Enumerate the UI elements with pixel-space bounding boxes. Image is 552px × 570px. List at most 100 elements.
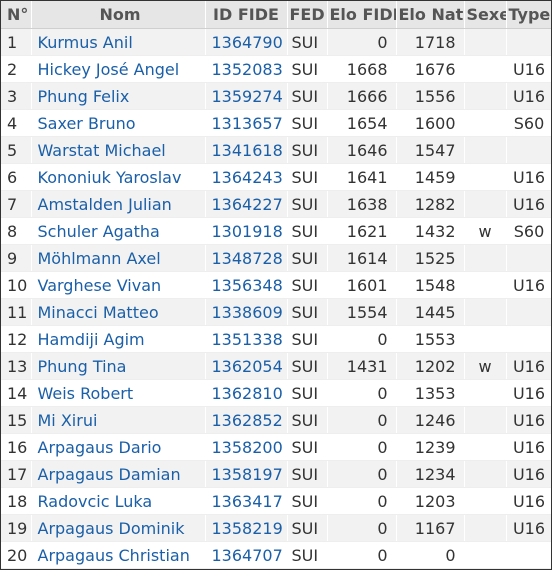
cell-fide-id[interactable]: 1364790 <box>205 28 288 56</box>
col-header-elo-nat[interactable]: Elo Nat. <box>396 1 465 29</box>
cell-fide-id-link[interactable]: 1363417 <box>211 491 283 511</box>
cell-player-name-link[interactable]: Radovcic Luka <box>37 491 153 511</box>
col-header-elo-fide[interactable]: Elo FIDE <box>327 1 397 29</box>
cell-fide-id[interactable]: 1348728 <box>205 244 288 272</box>
cell-number: 2 <box>1 55 32 83</box>
cell-fide-id-link[interactable]: 1364243 <box>211 167 283 187</box>
cell-fide-id[interactable]: 1363417 <box>205 487 288 515</box>
cell-fide-id[interactable]: 1364243 <box>205 163 288 191</box>
cell-fide-id[interactable]: 1362810 <box>205 379 288 407</box>
cell-player-name-link[interactable]: Arpagaus Christian <box>37 545 190 565</box>
cell-player-name[interactable]: Radovcic Luka <box>31 487 206 515</box>
cell-player-name-link[interactable]: Mi Xirui <box>37 410 98 430</box>
cell-fide-id-link[interactable]: 1364227 <box>211 194 283 214</box>
cell-player-name[interactable]: Varghese Vivan <box>31 271 206 299</box>
cell-fide-id-link[interactable]: 1348728 <box>211 248 283 268</box>
cell-fide-id-link[interactable]: 1364790 <box>211 32 283 52</box>
cell-sex <box>464 406 507 434</box>
cell-fide-id[interactable]: 1359274 <box>205 82 288 110</box>
cell-player-name-link[interactable]: Warstat Michael <box>37 140 166 160</box>
table-row: 13 Phung Tina 1362054 SUI 1431 1202 w U16 <box>1 352 551 380</box>
cell-player-name[interactable]: Phung Felix <box>31 82 206 110</box>
cell-fide-id[interactable]: 1364227 <box>205 190 288 218</box>
cell-player-name-link[interactable]: Arpagaus Damian <box>37 464 181 484</box>
cell-player-name[interactable]: Minacci Matteo <box>31 298 206 326</box>
cell-player-name[interactable]: Weis Robert <box>31 379 206 407</box>
cell-fide-id[interactable]: 1351338 <box>205 325 288 353</box>
cell-player-name[interactable]: Mi Xirui <box>31 406 206 434</box>
col-header-type[interactable]: Type <box>506 1 551 29</box>
cell-player-name-link[interactable]: Arpagaus Dominik <box>37 518 185 538</box>
cell-fide-id[interactable]: 1358197 <box>205 460 288 488</box>
cell-fide-id-link[interactable]: 1362054 <box>211 356 283 376</box>
cell-fide-id[interactable]: 1338609 <box>205 298 288 326</box>
cell-fide-id-link[interactable]: 1313657 <box>211 113 283 133</box>
cell-player-name-link[interactable]: Varghese Vivan <box>37 275 162 295</box>
cell-fide-id-link[interactable]: 1301918 <box>211 221 283 241</box>
cell-player-name-link[interactable]: Möhlmann Axel <box>37 248 161 268</box>
cell-player-name-link[interactable]: Arpagaus Dario <box>37 437 162 457</box>
col-header-fide-id[interactable]: ID FIDE <box>205 1 288 29</box>
cell-player-name[interactable]: Schuler Agatha <box>31 217 206 245</box>
col-header-number[interactable]: N° <box>1 1 32 29</box>
cell-player-name[interactable]: Saxer Bruno <box>31 109 206 137</box>
cell-fide-id-link[interactable]: 1362852 <box>211 410 283 430</box>
cell-player-name-link[interactable]: Saxer Bruno <box>37 113 136 133</box>
cell-player-name-link[interactable]: Phung Felix <box>37 86 130 106</box>
cell-player-name-link[interactable]: Phung Tina <box>37 356 127 376</box>
cell-player-name-link[interactable]: Hamdiji Agim <box>37 329 145 349</box>
cell-type: U16 <box>506 460 551 488</box>
cell-player-name[interactable]: Phung Tina <box>31 352 206 380</box>
cell-fide-id-link[interactable]: 1356348 <box>211 275 283 295</box>
cell-fide-id-link[interactable]: 1364707 <box>211 545 283 565</box>
cell-fide-id-link[interactable]: 1359274 <box>211 86 283 106</box>
cell-elo-nat: 1202 <box>396 352 465 380</box>
cell-player-name-link[interactable]: Kononiuk Yaroslav <box>37 167 182 187</box>
col-header-sex[interactable]: Sexe <box>464 1 507 29</box>
cell-player-name[interactable]: Hickey José Angel <box>31 55 206 83</box>
cell-player-name[interactable]: Amstalden Julian <box>31 190 206 218</box>
cell-fide-id[interactable]: 1313657 <box>205 109 288 137</box>
cell-elo-fide: 1666 <box>327 82 397 110</box>
cell-player-name-link[interactable]: Schuler Agatha <box>37 221 160 241</box>
cell-player-name[interactable]: Arpagaus Damian <box>31 460 206 488</box>
cell-fide-id-link[interactable]: 1352083 <box>211 59 283 79</box>
cell-fide-id-link[interactable]: 1358200 <box>211 437 283 457</box>
cell-fide-id-link[interactable]: 1351338 <box>211 329 283 349</box>
cell-player-name-link[interactable]: Amstalden Julian <box>37 194 172 214</box>
cell-fide-id[interactable]: 1356348 <box>205 271 288 299</box>
cell-fide-id[interactable]: 1341618 <box>205 136 288 164</box>
cell-fide-id[interactable]: 1362852 <box>205 406 288 434</box>
cell-player-name[interactable]: Arpagaus Christian <box>31 541 206 569</box>
col-header-fed[interactable]: FED <box>287 1 328 29</box>
cell-fide-id-link[interactable]: 1358219 <box>211 518 283 538</box>
cell-fide-id-link[interactable]: 1338609 <box>211 302 283 322</box>
cell-fide-id[interactable]: 1358200 <box>205 433 288 461</box>
cell-fide-id-link[interactable]: 1341618 <box>211 140 283 160</box>
cell-fide-id[interactable]: 1352083 <box>205 55 288 83</box>
table-row: 8 Schuler Agatha 1301918 SUI 1621 1432 w S60 <box>1 217 551 245</box>
cell-player-name-link[interactable]: Minacci Matteo <box>37 302 159 322</box>
cell-fide-id[interactable]: 1362054 <box>205 352 288 380</box>
cell-elo-nat: 1167 <box>396 514 465 542</box>
cell-player-name[interactable]: Kononiuk Yaroslav <box>31 163 206 191</box>
cell-fide-id[interactable]: 1364707 <box>205 541 288 569</box>
cell-player-name[interactable]: Arpagaus Dario <box>31 433 206 461</box>
cell-player-name[interactable]: Arpagaus Dominik <box>31 514 206 542</box>
cell-player-name[interactable]: Hamdiji Agim <box>31 325 206 353</box>
cell-elo-fide: 0 <box>327 460 397 488</box>
cell-fide-id-link[interactable]: 1362810 <box>211 383 283 403</box>
cell-player-name-link[interactable]: Weis Robert <box>37 383 134 403</box>
cell-player-name[interactable]: Warstat Michael <box>31 136 206 164</box>
cell-elo-nat: 1600 <box>396 109 465 137</box>
cell-elo-nat: 1548 <box>396 271 465 299</box>
cell-fide-id[interactable]: 1358219 <box>205 514 288 542</box>
table-row: 16 Arpagaus Dario 1358200 SUI 0 1239 U16 <box>1 433 551 461</box>
col-header-name[interactable]: Nom <box>31 1 206 29</box>
cell-player-name-link[interactable]: Hickey José Angel <box>37 59 180 79</box>
cell-player-name-link[interactable]: Kurmus Anil <box>37 32 133 52</box>
cell-player-name[interactable]: Kurmus Anil <box>31 28 206 56</box>
cell-fide-id-link[interactable]: 1358197 <box>211 464 283 484</box>
cell-player-name[interactable]: Möhlmann Axel <box>31 244 206 272</box>
cell-fide-id[interactable]: 1301918 <box>205 217 288 245</box>
